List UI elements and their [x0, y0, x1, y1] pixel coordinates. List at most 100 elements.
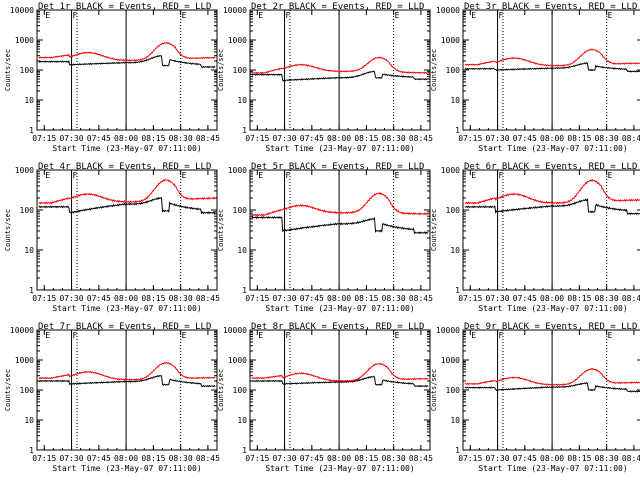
plot-frame — [462, 169, 640, 291]
plot-frame — [462, 329, 640, 451]
lld-series-line — [251, 362, 429, 383]
y-tick-label: 10 — [450, 246, 460, 255]
y-tick-label: 1000 — [15, 356, 34, 365]
x-tick-label: 07:15 — [32, 294, 56, 303]
y-tick-label: 100 — [233, 206, 248, 215]
y-tick-label: 100 — [20, 206, 35, 215]
x-tick-label: 08:45 — [409, 134, 433, 143]
y-axis-label: Counts/sec — [217, 209, 225, 251]
x-tick-label: 07:15 — [32, 134, 56, 143]
y-axis-label: Counts/sec — [430, 49, 438, 91]
marker-flag-label: E — [608, 331, 613, 340]
marker-flag-label: F — [73, 11, 78, 20]
marker-flag-label: E — [395, 171, 400, 180]
y-tick-label: 10 — [24, 246, 34, 255]
x-tick-label: 07:45 — [87, 294, 111, 303]
x-axis-label: Start Time (23-May-07 07:11:00) — [52, 464, 201, 473]
y-tick-label: 10000 — [223, 6, 247, 15]
chart-title: Det 3r BLACK = Events, RED = LLD — [464, 2, 637, 12]
lld-series-line — [251, 56, 429, 75]
y-tick-label: 1 — [242, 126, 247, 135]
y-tick-label: 10 — [24, 416, 34, 425]
marker-flag-label: E — [471, 171, 476, 180]
x-tick-label: 08:45 — [409, 454, 433, 463]
y-tick-label: 100 — [233, 386, 248, 395]
x-tick-label: 07:30 — [485, 134, 509, 143]
x-tick-label: 07:30 — [272, 294, 296, 303]
y-tick-label: 1000 — [228, 166, 247, 175]
chart-title: Det 1r BLACK = Events, RED = LLD — [38, 2, 211, 12]
x-tick-label: 08:30 — [595, 454, 619, 463]
marker-flag-label: E — [45, 331, 50, 340]
x-axis-label: Start Time (23-May-07 07:11:00) — [52, 304, 201, 313]
x-tick-label: 07:15 — [458, 134, 482, 143]
events-series-line — [464, 197, 640, 216]
y-tick-label: 1 — [455, 126, 460, 135]
y-tick-label: 10000 — [223, 326, 247, 335]
marker-flag-label: F — [286, 171, 291, 180]
x-axis-label: Start Time (23-May-07 07:11:00) — [478, 144, 627, 153]
chart-title: Det 9r BLACK = Events, RED = LLD — [464, 322, 637, 332]
chart-title: Det 7r BLACK = Events, RED = LLD — [38, 322, 211, 332]
x-tick-label: 07:30 — [485, 454, 509, 463]
marker-flag-label: E — [608, 11, 613, 20]
x-tick-label: 07:15 — [458, 294, 482, 303]
chart-det-7: Det 7r BLACK = Events, RED = LLD 1 10 100 10… — [4, 322, 220, 473]
x-tick-label: 07:30 — [59, 134, 83, 143]
x-axis-label: Start Time (23-May-07 07:11:00) — [52, 144, 201, 153]
x-tick-label: 07:30 — [59, 294, 83, 303]
x-tick-label: 08:00 — [540, 294, 564, 303]
x-axis-label: Start Time (23-May-07 07:11:00) — [478, 464, 627, 473]
x-tick-label: 08:00 — [327, 454, 351, 463]
x-tick-label: 08:45 — [409, 294, 433, 303]
x-tick-label: 08:45 — [622, 134, 640, 143]
y-tick-label: 10 — [237, 246, 247, 255]
lld-series-line — [38, 361, 216, 381]
x-axis-label: Start Time (23-May-07 07:11:00) — [478, 304, 627, 313]
chart-det-1: Det 1r BLACK = Events, RED = LLD 1 10 100 10… — [4, 2, 220, 153]
chart-det-3: Det 3r BLACK = Events, RED = LLD 1 10 100 10… — [430, 2, 640, 153]
x-tick-label: 07:15 — [245, 454, 269, 463]
events-series-line — [464, 381, 640, 393]
y-tick-label: 1000 — [15, 36, 34, 45]
y-tick-label: 1000 — [228, 36, 247, 45]
x-tick-label: 08:45 — [196, 454, 220, 463]
x-tick-label: 07:30 — [272, 134, 296, 143]
chart-det-4: Det 4r BLACK = Events, RED = LLD 1 10 100 10… — [4, 162, 220, 313]
events-series-line — [251, 375, 429, 388]
chart-det-8: Det 8r BLACK = Events, RED = LLD 1 10 100 10… — [217, 322, 433, 473]
x-tick-label: 07:30 — [485, 294, 509, 303]
chart-title: Det 4r BLACK = Events, RED = LLD — [38, 162, 211, 172]
x-tick-label: 07:15 — [32, 454, 56, 463]
y-tick-label: 10 — [450, 416, 460, 425]
x-tick-label: 08:00 — [327, 294, 351, 303]
x-axis-label: Start Time (23-May-07 07:11:00) — [265, 464, 414, 473]
marker-flag-label: E — [471, 331, 476, 340]
y-tick-label: 10000 — [10, 6, 34, 15]
x-tick-label: 08:30 — [382, 134, 406, 143]
marker-flag-label: F — [286, 331, 291, 340]
lld-series-line — [464, 178, 640, 205]
x-tick-label: 08:45 — [622, 454, 640, 463]
x-axis-label: Start Time (23-May-07 07:11:00) — [265, 304, 414, 313]
events-series-line — [38, 54, 216, 69]
x-tick-label: 08:15 — [567, 454, 591, 463]
x-tick-label: 08:00 — [540, 134, 564, 143]
x-tick-label: 08:00 — [114, 134, 138, 143]
marker-flag-label: E — [182, 331, 187, 340]
y-tick-label: 1 — [455, 286, 460, 295]
y-axis-label: Counts/sec — [430, 209, 438, 251]
x-tick-label: 07:30 — [272, 454, 296, 463]
lld-series-line — [251, 192, 429, 217]
x-tick-label: 08:30 — [169, 134, 193, 143]
y-tick-label: 1000 — [441, 356, 460, 365]
y-tick-label: 1 — [242, 446, 247, 455]
y-tick-label: 10 — [237, 96, 247, 105]
events-series-line — [38, 196, 216, 215]
marker-flag-label: F — [499, 171, 504, 180]
x-tick-label: 07:45 — [300, 454, 324, 463]
marker-flag-label: E — [258, 11, 263, 20]
x-tick-label: 07:45 — [87, 454, 111, 463]
chart-title: Det 2r BLACK = Events, RED = LLD — [251, 2, 424, 12]
x-tick-label: 08:30 — [169, 294, 193, 303]
